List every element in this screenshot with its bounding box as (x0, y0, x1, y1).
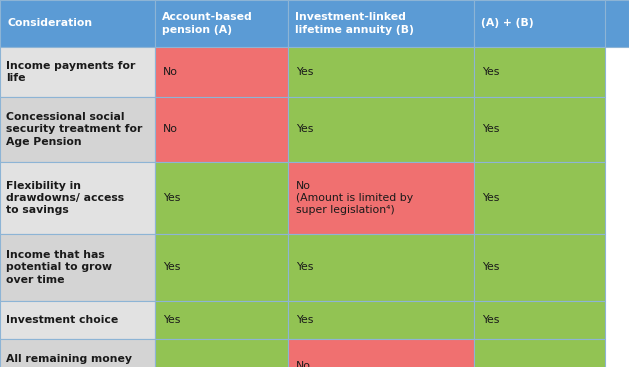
Text: No: No (163, 124, 178, 134)
Bar (155, 339, 288, 367)
Text: Yes: Yes (482, 124, 499, 134)
Text: Yes: Yes (296, 67, 313, 77)
Text: Yes: Yes (296, 315, 313, 325)
Text: Investment-linked
lifetime annuity (B): Investment-linked lifetime annuity (B) (295, 12, 414, 35)
Text: Yes: Yes (163, 315, 181, 325)
Bar (288, 97, 474, 162)
Bar (0, 339, 155, 367)
Bar (0, 0, 629, 47)
Text: No
(Amount is limited by
super legislation⁴): No (Amount is limited by super legislati… (296, 181, 413, 215)
Bar (0, 162, 155, 234)
Bar (474, 339, 605, 367)
Text: Yes: Yes (482, 315, 499, 325)
Text: Yes: Yes (296, 262, 313, 273)
Text: Investment choice: Investment choice (6, 315, 118, 325)
Bar (155, 97, 288, 162)
Bar (155, 47, 288, 97)
Bar (155, 301, 288, 339)
Text: Yes: Yes (482, 67, 499, 77)
Bar (0, 234, 155, 301)
Text: Account-based
pension (A): Account-based pension (A) (162, 12, 253, 35)
Bar (474, 234, 605, 301)
Bar (474, 0, 605, 47)
Text: No: No (163, 67, 178, 77)
Bar (288, 47, 474, 97)
Bar (288, 301, 474, 339)
Bar (155, 0, 288, 47)
Text: Yes: Yes (163, 193, 181, 203)
Bar (155, 234, 288, 301)
Bar (288, 0, 474, 47)
Bar (0, 301, 155, 339)
Text: (A) + (B): (A) + (B) (481, 18, 533, 29)
Text: No
(Amount limited by
super legislation⁴: No (Amount limited by super legislation⁴ (296, 361, 401, 367)
Bar (288, 162, 474, 234)
Text: Yes: Yes (482, 193, 499, 203)
Text: Income that has
potential to grow
over time: Income that has potential to grow over t… (6, 250, 112, 285)
Text: Yes: Yes (482, 262, 499, 273)
Text: Flexibility in
drawdowns/ access
to savings: Flexibility in drawdowns/ access to savi… (6, 181, 124, 215)
Text: Yes: Yes (296, 124, 313, 134)
Text: Consideration: Consideration (7, 18, 92, 29)
Bar (155, 162, 288, 234)
Bar (288, 339, 474, 367)
Bar (288, 234, 474, 301)
Text: Concessional social
security treatment for
Age Pension: Concessional social security treatment f… (6, 112, 142, 147)
Bar (474, 301, 605, 339)
Bar (474, 47, 605, 97)
Bar (0, 0, 155, 47)
Text: All remaining money
available to support
beneficiaries (death
benefit): All remaining money available to support… (6, 355, 132, 367)
Text: Yes: Yes (163, 262, 181, 273)
Bar (474, 97, 605, 162)
Bar (474, 162, 605, 234)
Bar (0, 47, 155, 97)
Text: Income payments for
life: Income payments for life (6, 61, 135, 83)
Bar (0, 97, 155, 162)
